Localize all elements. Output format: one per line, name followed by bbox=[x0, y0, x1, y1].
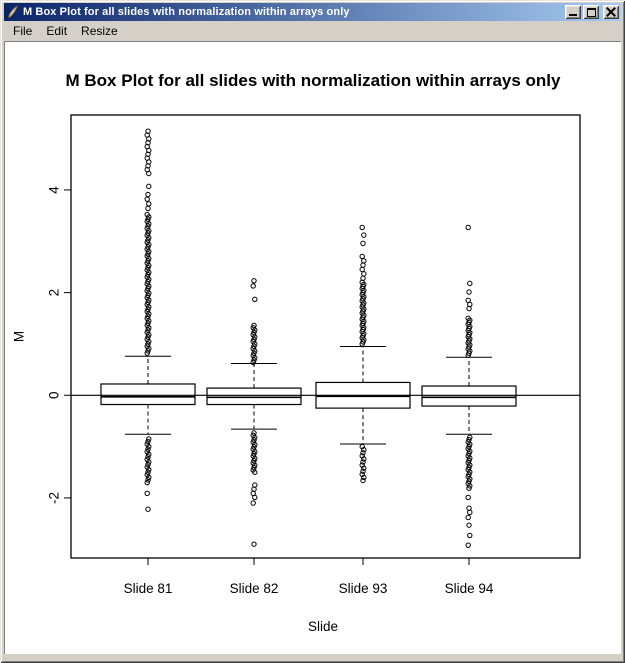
svg-text:Slide 81: Slide 81 bbox=[124, 581, 173, 596]
plot-client-area: M Box Plot for all slides with normaliza… bbox=[4, 41, 621, 654]
minimize-icon bbox=[569, 14, 577, 16]
maximize-icon bbox=[586, 8, 596, 17]
box-slide-94 bbox=[421, 224, 517, 548]
maximize-button[interactable] bbox=[583, 5, 599, 19]
svg-text:-2: -2 bbox=[47, 492, 62, 504]
menu-item-edit[interactable]: Edit bbox=[46, 24, 68, 38]
x-axis: Slide 81 Slide 82 Slide 93 Slide 94 bbox=[124, 558, 494, 596]
svg-text:Slide 82: Slide 82 bbox=[230, 581, 279, 596]
box-slide-82 bbox=[206, 278, 302, 547]
svg-text:Slide 94: Slide 94 bbox=[445, 581, 494, 596]
box-slide-81 bbox=[100, 128, 196, 512]
y-axis-label: M bbox=[12, 331, 27, 342]
svg-text:Slide 93: Slide 93 bbox=[339, 581, 388, 596]
svg-text:2: 2 bbox=[47, 289, 62, 297]
close-icon bbox=[606, 7, 616, 17]
window-title: M Box Plot for all slides with normaliza… bbox=[23, 6, 350, 18]
menu-item-file[interactable]: File bbox=[13, 24, 33, 38]
menu-bar: File Edit Resize bbox=[4, 21, 621, 41]
chart-title: M Box Plot for all slides with normaliza… bbox=[65, 71, 561, 90]
menu-item-resize[interactable]: Resize bbox=[81, 24, 118, 38]
x-axis-label: Slide bbox=[308, 619, 338, 634]
box-slide-93 bbox=[315, 224, 411, 484]
svg-text:4: 4 bbox=[47, 186, 62, 194]
title-bar[interactable]: M Box Plot for all slides with normaliza… bbox=[4, 3, 621, 21]
plot-frame bbox=[70, 114, 581, 559]
close-button[interactable] bbox=[603, 5, 619, 19]
feather-icon[interactable] bbox=[6, 5, 20, 19]
svg-text:0: 0 bbox=[47, 392, 62, 400]
window-controls bbox=[565, 5, 619, 19]
y-axis: -2 0 2 4 bbox=[47, 186, 71, 504]
minimize-button[interactable] bbox=[565, 5, 581, 19]
